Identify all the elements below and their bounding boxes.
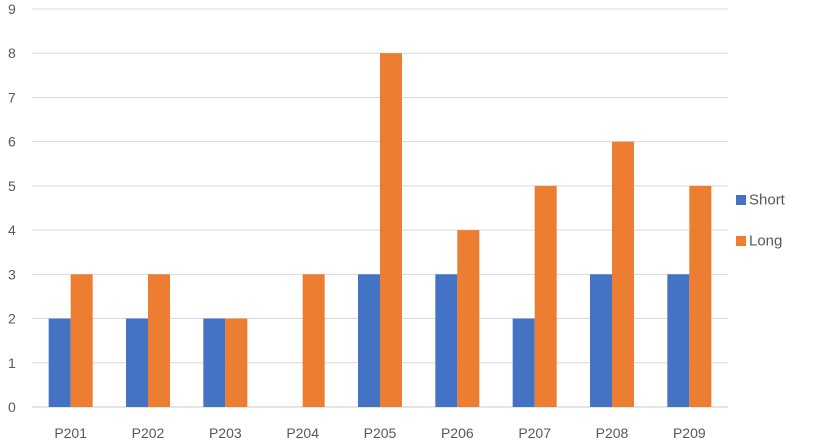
- legend-swatch-long: [736, 236, 746, 246]
- bar-long-p207: [534, 185, 557, 407]
- bar-long-p203: [225, 318, 248, 407]
- x-tick-label-p205: P205: [364, 425, 397, 441]
- bar-short-p208: [590, 274, 612, 407]
- bars: [48, 53, 712, 407]
- bar-short-p209: [667, 274, 690, 407]
- x-tick-label-p206: P206: [441, 425, 474, 441]
- bar-long-p201: [70, 274, 93, 407]
- bar-long-p205: [380, 53, 402, 407]
- x-tick-label-p201: P201: [54, 425, 87, 441]
- bar-long-p208: [612, 141, 634, 407]
- x-tick-label-p204: P204: [286, 425, 319, 441]
- bar-short-p206: [435, 274, 458, 407]
- x-tick-label-p207: P207: [518, 425, 551, 441]
- y-tick-label-6: 6: [8, 134, 16, 150]
- y-tick-label-5: 5: [8, 178, 16, 194]
- legend-item-long: Long: [736, 233, 782, 250]
- y-tick-label-4: 4: [8, 222, 16, 238]
- bar-long-p204: [302, 274, 325, 407]
- bar-long-p202: [148, 274, 170, 407]
- y-tick-label-2: 2: [8, 311, 16, 327]
- bar-short-p207: [512, 318, 535, 407]
- legend: Short Long: [736, 192, 786, 250]
- y-tick-label-0: 0: [8, 399, 16, 415]
- bar-short-p202: [126, 318, 148, 407]
- bar-short-p203: [203, 318, 226, 407]
- x-tick-label-p208: P208: [596, 425, 629, 441]
- y-tick-label-1: 1: [8, 355, 16, 371]
- x-axis-ticks: P201 P202 P203 P204 P205 P206 P207 P208 P209: [54, 425, 706, 441]
- y-tick-label-3: 3: [8, 266, 16, 282]
- y-axis-ticks: 0 1 2 3 4 5 6 7 8 9: [8, 1, 16, 415]
- legend-swatch-short: [736, 195, 746, 205]
- legend-label-short: Short: [749, 192, 786, 209]
- legend-item-short: Short: [736, 192, 786, 209]
- legend-label-long: Long: [749, 233, 782, 250]
- y-tick-label-7: 7: [8, 89, 16, 105]
- bar-long-p209: [689, 185, 712, 407]
- bar-short-p201: [48, 318, 71, 407]
- x-tick-label-p203: P203: [209, 425, 242, 441]
- bar-short-p205: [358, 274, 380, 407]
- y-tick-label-8: 8: [8, 45, 16, 61]
- y-tick-label-9: 9: [8, 1, 16, 17]
- x-tick-label-p202: P202: [132, 425, 165, 441]
- bar-long-p206: [457, 230, 480, 407]
- x-tick-label-p209: P209: [673, 425, 706, 441]
